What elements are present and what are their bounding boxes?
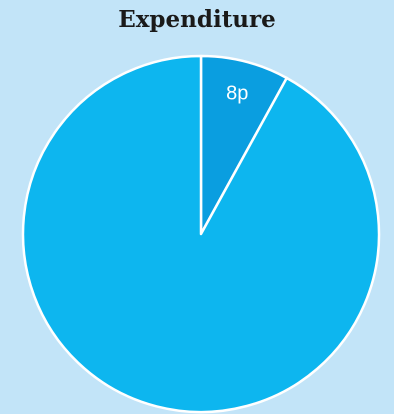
chart-title: Expenditure — [118, 6, 276, 33]
pie-slice-1 — [21, 54, 381, 414]
slice-label-0: 8p — [226, 83, 248, 105]
pie-slice-0 — [199, 54, 289, 236]
